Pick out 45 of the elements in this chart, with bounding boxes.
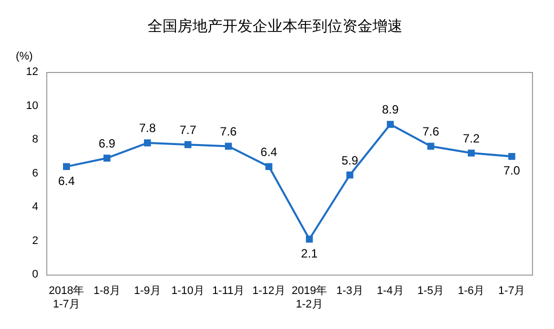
x-tick-label: 2019年 1-2月 (292, 285, 328, 310)
data-label: 7.8 (139, 121, 156, 136)
y-tick-label: 4 (32, 201, 38, 214)
point (103, 154, 110, 162)
point (306, 236, 313, 243)
x-tick-label: 1-3月 (336, 285, 364, 298)
x-tick-label: 1-9月 (134, 285, 161, 298)
x-tick-label: 1-6月 (458, 285, 485, 298)
y-tick-label: 2 (32, 234, 38, 247)
x-tick-label: 2018年 1-7月 (48, 285, 84, 310)
y-tick-label: 12 (26, 66, 38, 78)
point (468, 150, 475, 157)
data-label: 7.2 (462, 131, 480, 146)
point (184, 141, 192, 148)
y-tick-label: 8 (32, 134, 38, 146)
point (265, 163, 272, 170)
chart-title: 全国房地产开发企业本年到位资金增速 (148, 18, 402, 36)
point (427, 142, 434, 150)
point (63, 163, 70, 170)
y-tick-label: 0 (32, 268, 38, 281)
data-label: 6.4 (260, 144, 278, 159)
data-label: 2.1 (301, 246, 318, 260)
y-tick-label: 6 (32, 167, 38, 180)
y-axis-title: (%) (16, 50, 33, 63)
data-label: 7.6 (220, 124, 238, 139)
data-label: 7.0 (503, 164, 520, 178)
x-tick-label: 1-5月 (417, 285, 444, 298)
x-tick-label: 1-12月 (252, 285, 286, 298)
data-label: 7.7 (180, 122, 197, 137)
data-label: 7.6 (422, 124, 440, 139)
x-tick-label: 1-11月 (212, 285, 244, 298)
y-tick-label: 10 (26, 100, 38, 112)
point (144, 139, 151, 146)
point (224, 142, 232, 150)
x-tick-label: 1-4月 (376, 285, 404, 298)
point (346, 172, 354, 178)
x-tick-label: 1-8月 (94, 285, 120, 298)
point (508, 152, 516, 160)
data-label: 5.9 (341, 153, 358, 168)
point (386, 120, 394, 128)
data-label: 6.9 (98, 136, 116, 150)
data-label: 6.4 (58, 174, 76, 188)
data-label: 8.9 (382, 102, 399, 117)
x-tick-label: 1-10月 (171, 285, 204, 298)
x-tick-label: 1-7月 (498, 285, 526, 298)
